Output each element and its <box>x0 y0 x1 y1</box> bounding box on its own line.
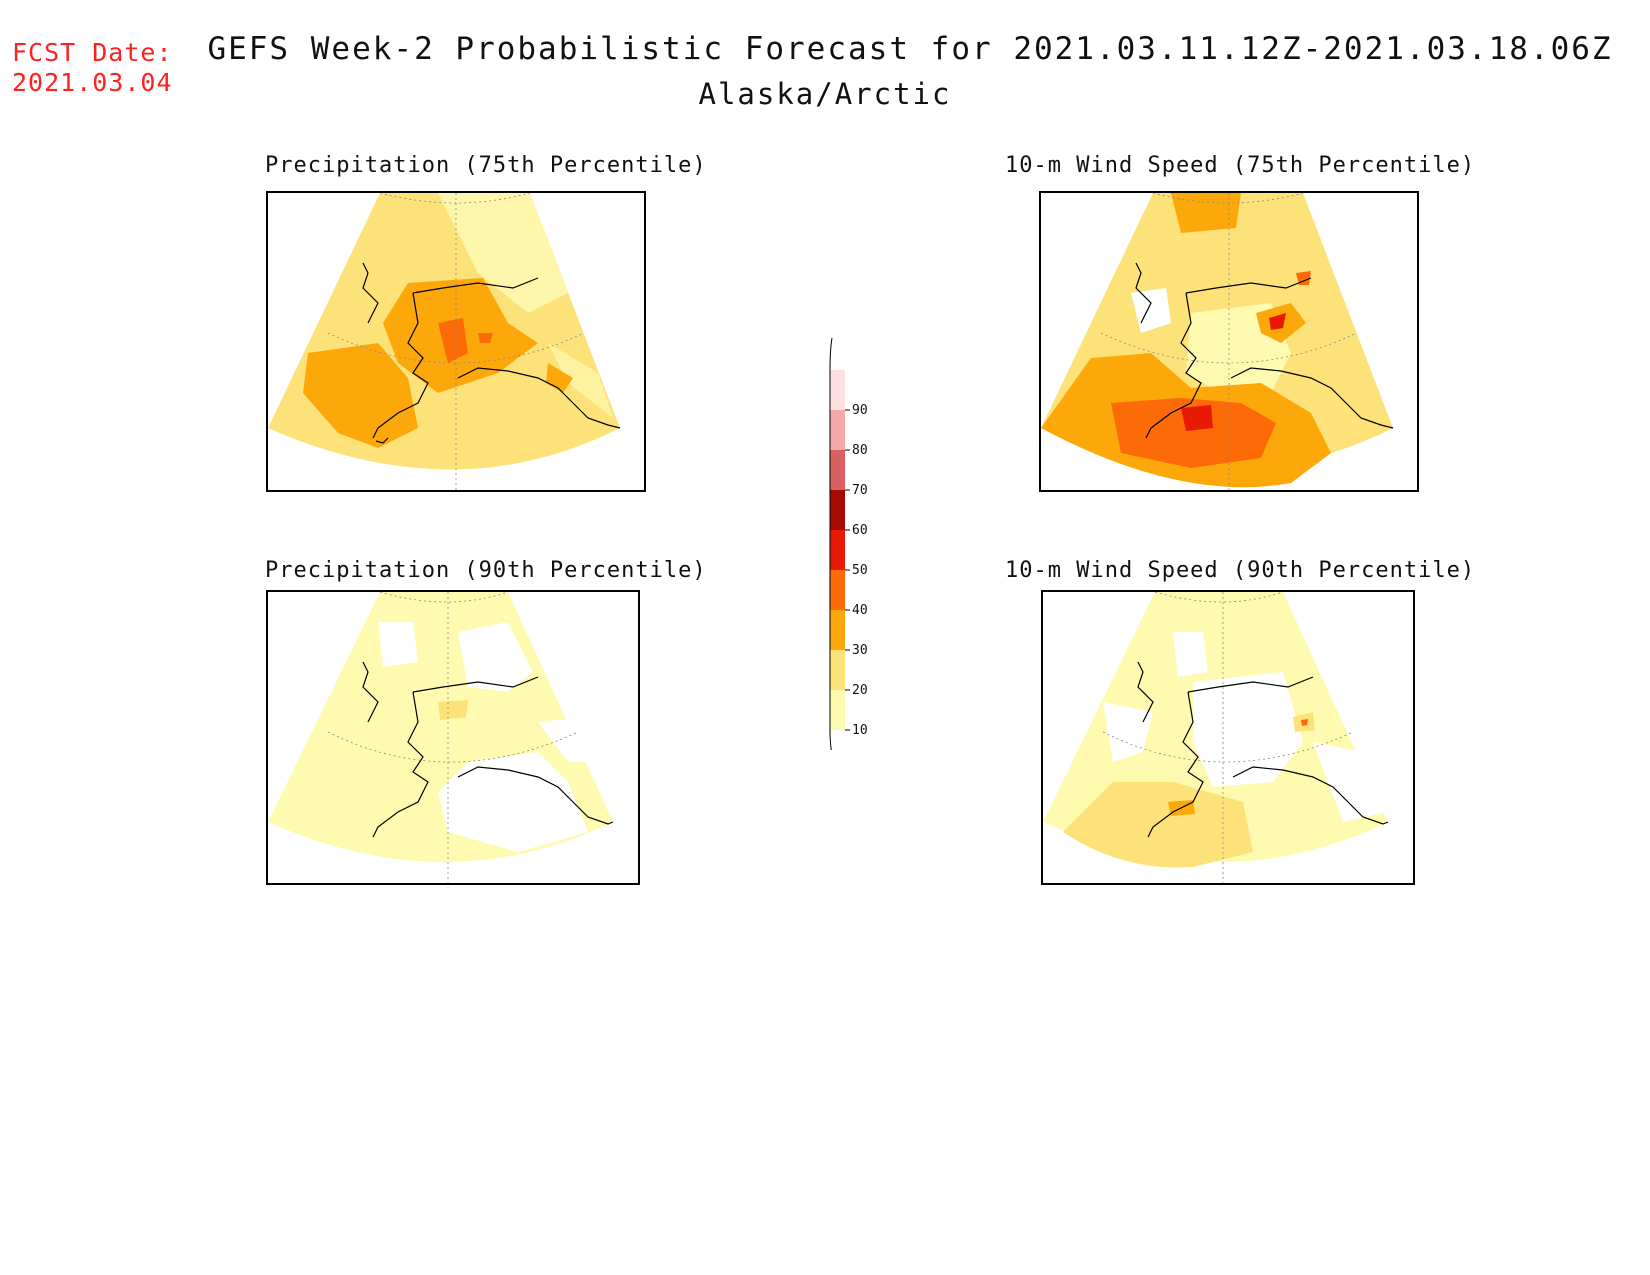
region-title: Alaska/Arctic <box>698 77 952 111</box>
colorbar-swatch <box>830 570 845 610</box>
map-precip-90 <box>268 592 614 883</box>
colorbar-swatch <box>830 530 845 570</box>
map-precip-75 <box>268 193 621 490</box>
colorbar: 10 20 30 40 50 60 70 80 90 <box>800 330 920 750</box>
forecast-date-label: FCST Date: <box>12 38 173 67</box>
forecast-date-block: FCST Date: 2021.03.04 <box>12 38 173 98</box>
colorbar-swatch <box>830 490 845 530</box>
colorbar-swatch <box>830 650 845 690</box>
colorbar-swatch <box>830 410 845 450</box>
map-panel-wind-75 <box>1039 191 1419 492</box>
colorbar-svg: 10 20 30 40 50 60 70 80 90 <box>829 337 868 750</box>
colorbar-top-arrow <box>829 337 833 371</box>
colorbar-swatch <box>830 370 845 410</box>
colorbar-bottom-arrow <box>829 729 832 750</box>
panel-title-precip-90: Precipitation (90th Percentile) <box>265 558 707 583</box>
colorbar-tick-label: 20 <box>852 683 868 698</box>
panel-title-wind-90: 10-m Wind Speed (90th Percentile) <box>1005 558 1476 583</box>
map-panel-wind-90 <box>1041 590 1415 885</box>
map-wind-90 <box>1043 592 1389 883</box>
map-panel-precip-75 <box>266 191 646 492</box>
colorbar-swatch <box>830 610 845 650</box>
map-panel-precip-90 <box>266 590 640 885</box>
colorbar-swatch <box>830 690 845 730</box>
colorbar-tick-label: 30 <box>852 643 868 658</box>
forecast-date-value: 2021.03.04 <box>12 68 173 97</box>
page-title: GEFS Week-2 Probabilistic Forecast for 2… <box>207 31 1613 67</box>
colorbar-tick-label: 50 <box>852 563 868 578</box>
colorbar-tick-label: 60 <box>852 523 868 538</box>
panel-title-precip-75: Precipitation (75th Percentile) <box>265 153 707 178</box>
colorbar-swatch <box>830 450 845 490</box>
colorbar-tick-label: 10 <box>852 723 868 738</box>
colorbar-tick-label: 40 <box>852 603 868 618</box>
colorbar-tick-label: 90 <box>852 403 868 418</box>
colorbar-tick-label: 80 <box>852 443 868 458</box>
map-wind-75 <box>1041 193 1394 490</box>
panel-title-wind-75: 10-m Wind Speed (75th Percentile) <box>1005 153 1476 178</box>
colorbar-tick-label: 70 <box>852 483 868 498</box>
